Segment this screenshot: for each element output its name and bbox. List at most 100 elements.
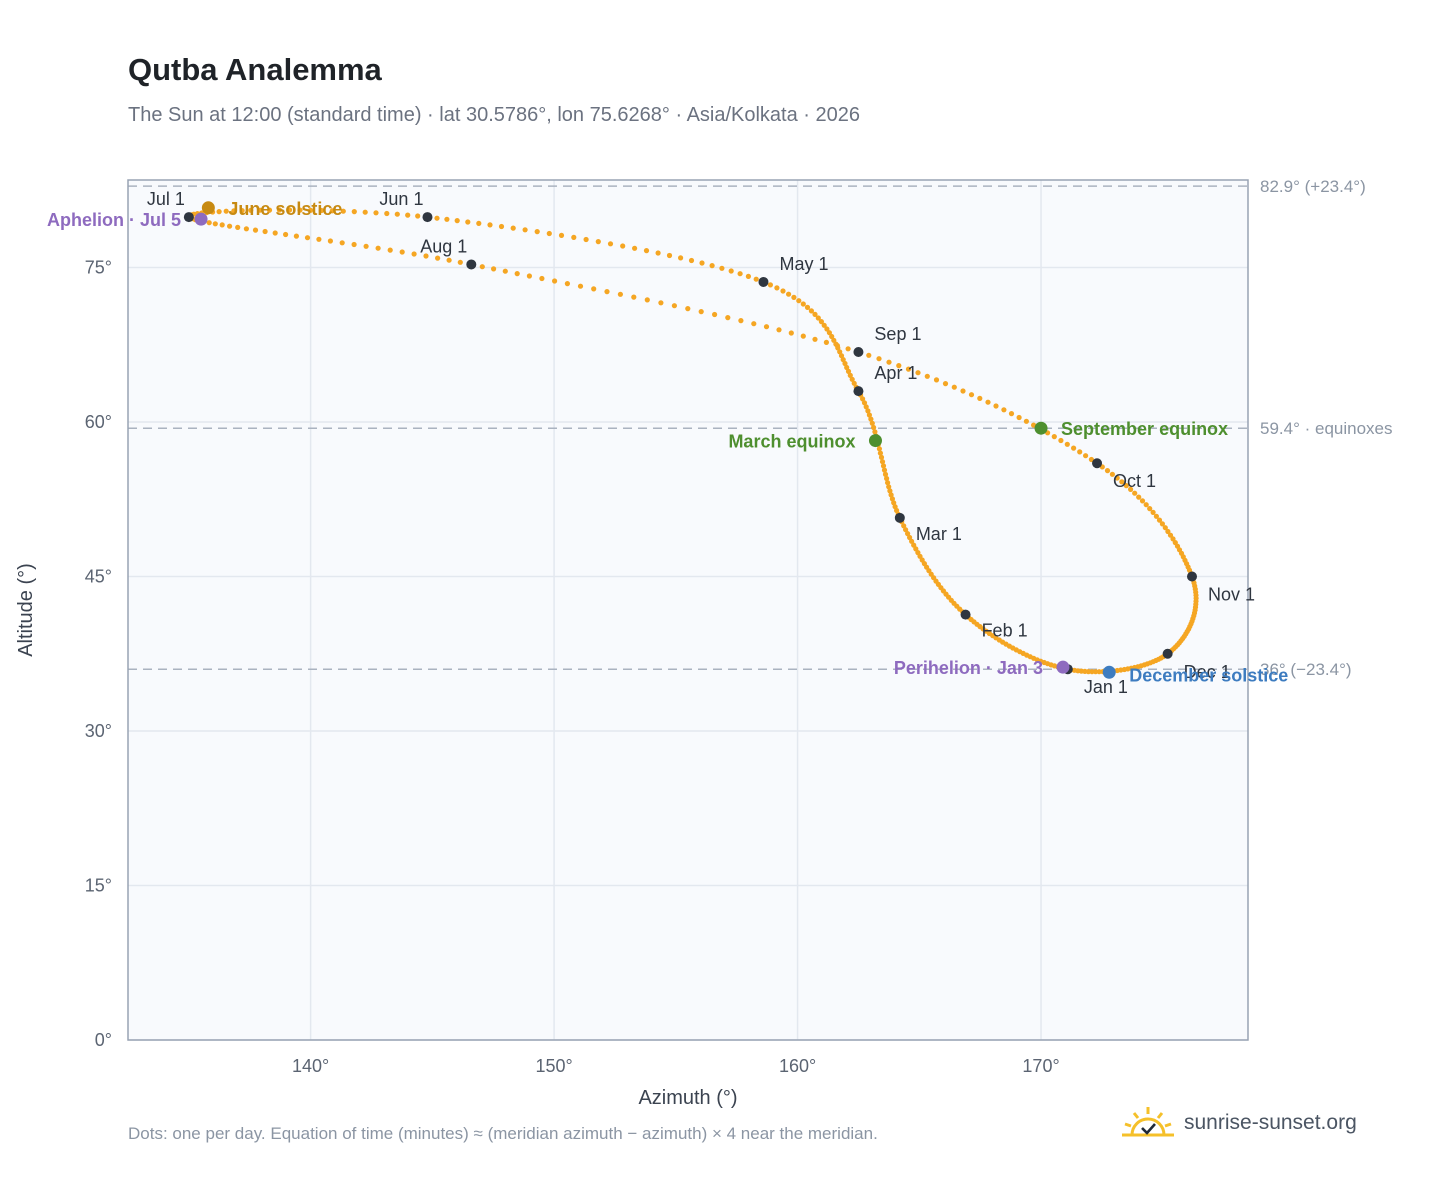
- day-dot: [658, 300, 664, 306]
- day-dot: [223, 208, 229, 214]
- day-dot: [546, 230, 552, 237]
- day-dot: [446, 257, 452, 263]
- day-dot: [796, 298, 802, 304]
- day-dot: [571, 234, 577, 240]
- day-dot: [318, 207, 324, 214]
- day-dot: [502, 268, 508, 274]
- day-dot: [880, 463, 887, 469]
- y-tick-label: 60°: [85, 412, 112, 432]
- day-dot: [866, 412, 873, 418]
- y-tick-label: 75°: [85, 258, 112, 278]
- day-dot: [227, 223, 233, 229]
- event-label: March equinox: [728, 432, 855, 452]
- event-marker: [868, 434, 882, 448]
- day-dot: [838, 353, 845, 359]
- day-dot: [808, 308, 815, 314]
- event-label: Perihelion · Jan 3: [894, 658, 1043, 678]
- day-dot: [405, 212, 411, 218]
- day-dot: [671, 303, 678, 309]
- month-marker: [1092, 458, 1103, 469]
- reference-line-label: 82.9° (+23.4°): [1260, 177, 1366, 196]
- day-dot: [780, 288, 786, 294]
- day-dot: [243, 226, 249, 232]
- day-dot: [1096, 669, 1102, 675]
- day-dot: [886, 484, 892, 490]
- day-dot: [1150, 509, 1156, 515]
- day-dot: [1109, 471, 1115, 477]
- day-dot: [526, 273, 533, 279]
- day-dot: [888, 492, 894, 498]
- day-dot: [316, 236, 322, 242]
- day-dot: [788, 330, 794, 336]
- day-dot: [327, 238, 333, 244]
- day-dot: [804, 304, 811, 310]
- day-dot: [763, 324, 770, 330]
- month-marker: [1187, 571, 1197, 582]
- month-label: Apr 1: [874, 363, 917, 383]
- day-dot: [882, 471, 889, 477]
- day-dot: [903, 527, 909, 533]
- reference-line-label: 36° (−23.4°): [1260, 660, 1352, 679]
- day-dot: [753, 276, 759, 282]
- day-dot: [1147, 506, 1153, 512]
- x-tick-label: 150°: [535, 1056, 572, 1076]
- day-dot: [1104, 468, 1111, 474]
- day-dot: [595, 239, 601, 245]
- day-dot: [283, 231, 289, 238]
- day-dot: [607, 241, 614, 247]
- day-dot: [924, 373, 930, 379]
- day-dot: [239, 208, 245, 214]
- day-dot: [834, 343, 841, 349]
- day-dot: [479, 264, 485, 270]
- event-markers: Perihelion · Jan 3 March equinox June sols…: [47, 199, 1288, 686]
- day-dot: [776, 327, 782, 333]
- day-dot: [257, 207, 263, 213]
- day-dot: [842, 360, 848, 367]
- day-dot: [415, 213, 421, 219]
- day-dot: [308, 207, 314, 213]
- day-dot: [751, 321, 757, 327]
- day-dot: [977, 395, 983, 401]
- day-dot: [1001, 407, 1007, 413]
- reference-line-label: 59.4° · equinoxes: [1260, 419, 1393, 438]
- day-dot: [231, 208, 237, 214]
- day-dot: [699, 260, 705, 266]
- day-dot: [889, 496, 896, 502]
- day-dot: [678, 255, 684, 261]
- day-dot: [655, 250, 661, 256]
- day-dot: [685, 306, 691, 312]
- day-dot: [872, 429, 878, 435]
- day-dot: [745, 273, 752, 279]
- day-dot: [826, 330, 833, 336]
- day-dot: [534, 229, 540, 235]
- day-dot: [863, 404, 869, 410]
- day-dot: [1051, 434, 1057, 440]
- day-dot: [631, 294, 637, 300]
- day-dot: [304, 235, 311, 241]
- day-dot: [293, 233, 299, 239]
- day-dot: [725, 315, 731, 321]
- event-label: September equinox: [1061, 419, 1228, 439]
- day-dot: [886, 359, 892, 365]
- day-dot: [993, 403, 999, 409]
- month-marker: [758, 276, 769, 287]
- day-dot: [487, 222, 493, 228]
- brand-logo[interactable]: sunrise-sunset.org: [1122, 1103, 1357, 1143]
- day-dot: [1016, 414, 1022, 421]
- event-marker: [1102, 665, 1116, 679]
- day-dot: [800, 301, 806, 307]
- day-dot: [712, 311, 718, 318]
- month-marker: [894, 512, 905, 523]
- day-dot: [498, 223, 505, 230]
- day-dot: [454, 218, 460, 224]
- day-dot: [887, 488, 893, 494]
- day-dot: [933, 377, 940, 383]
- day-dot: [879, 459, 886, 465]
- event-marker: [194, 212, 208, 226]
- day-dot: [767, 282, 774, 288]
- day-dot: [219, 222, 225, 228]
- day-dot: [632, 245, 638, 251]
- day-dot: [1136, 494, 1142, 500]
- day-dot: [617, 291, 624, 297]
